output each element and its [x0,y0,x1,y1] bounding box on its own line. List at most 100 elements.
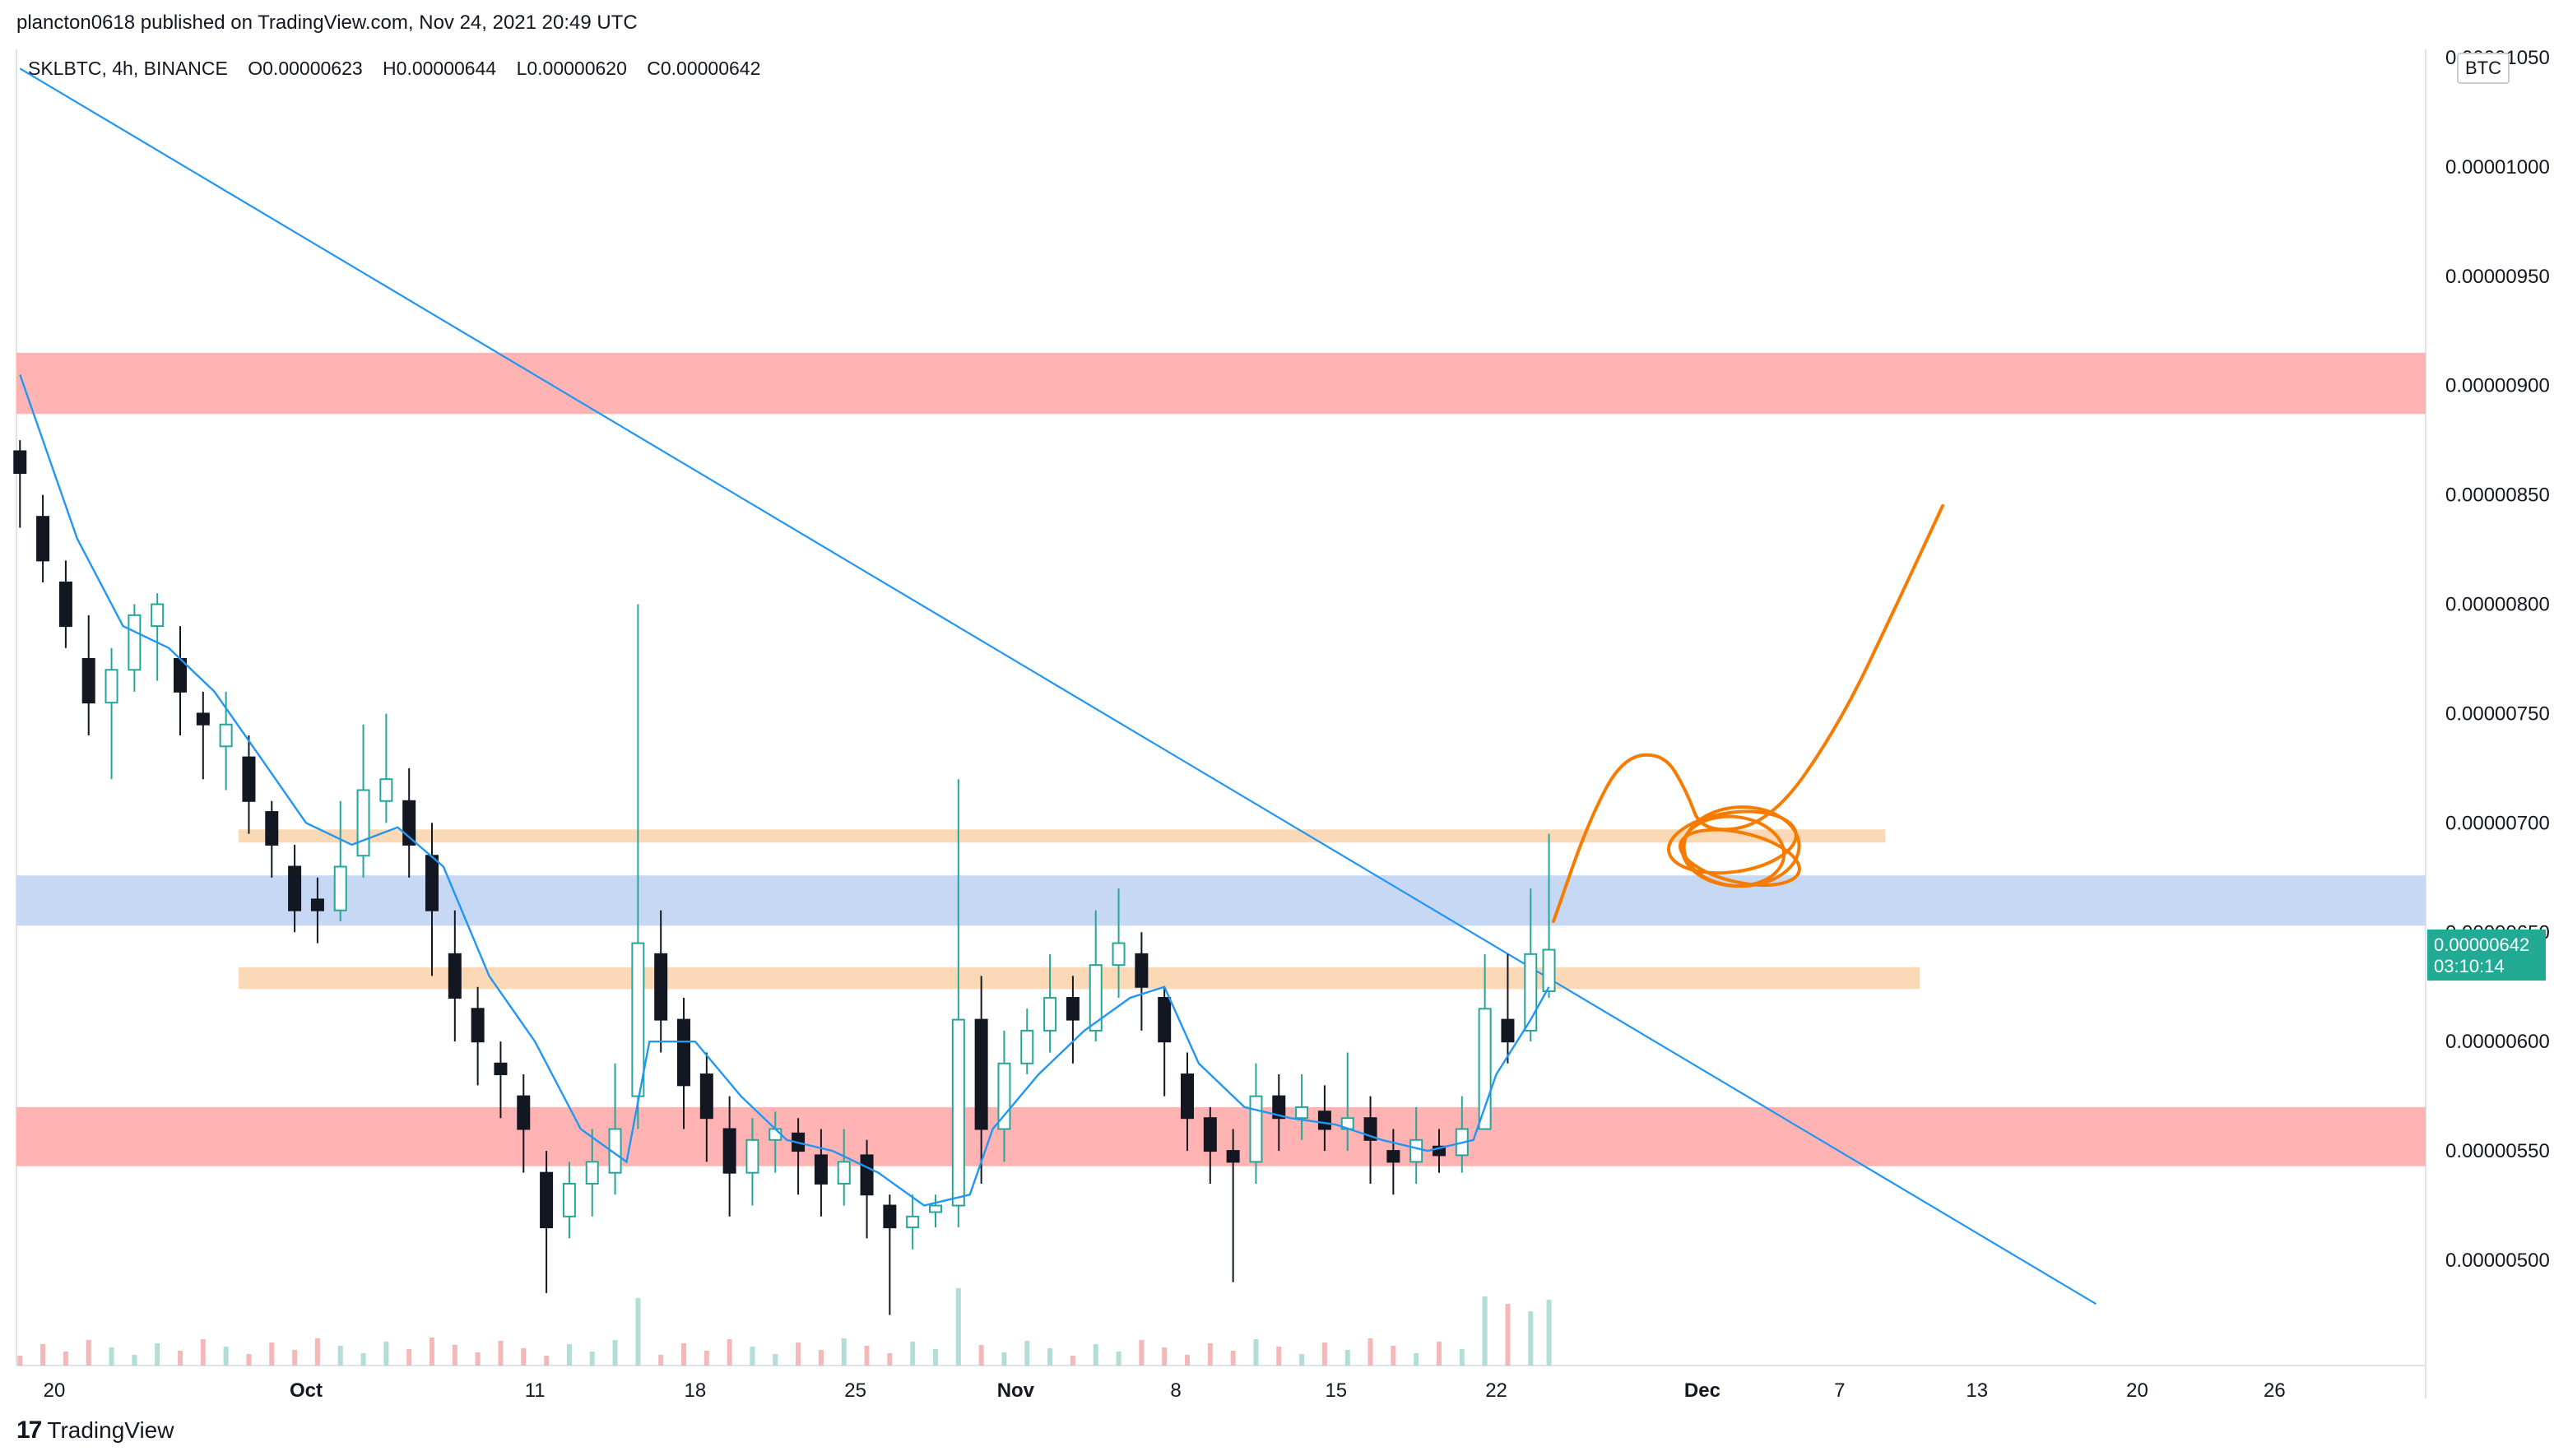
candle-body [677,1018,690,1087]
volume-bar [1482,1296,1488,1366]
volume-bar [383,1342,389,1366]
candle-body [883,1204,897,1229]
candles [13,440,1556,1315]
time-tick-label: 15 [1325,1379,1347,1402]
volume-bar [1093,1344,1098,1366]
price-tick-label: 0.00001000 [2445,156,2550,179]
price-tick-label: 0.00000700 [2445,812,2550,834]
target-loop-drawing [1680,814,1786,888]
candle-body [1158,997,1172,1043]
last-price-value: 0.00000642 [2434,934,2530,955]
candle-body [1112,942,1126,967]
volume-bar [475,1352,481,1366]
candle-body [699,1073,713,1120]
volume-bar [430,1338,434,1366]
volume-bar [841,1338,847,1366]
time-tick-label: Oct [290,1379,323,1402]
volume-bar [178,1351,183,1366]
candle-body [951,1018,965,1207]
candle-body [769,1128,782,1141]
symbol-label[interactable]: SKLBTC, 4h, BINANCE [28,58,228,79]
time-tick-label: 20 [44,1379,66,1402]
candle-body [654,953,668,1021]
volume-bar [1001,1352,1007,1366]
brand-name: TradingView [47,1417,174,1443]
price-tick-label: 0.00000500 [2445,1250,2550,1272]
candle-body [1524,953,1538,1032]
volume-bar [933,1349,938,1366]
volume-bar [1047,1348,1053,1366]
candle-body [1386,1150,1400,1163]
candle-body [974,1018,988,1130]
bar-countdown: 03:10:14 [2434,956,2505,976]
candle-body [425,855,439,911]
volume-bar [818,1350,824,1366]
volume-bar [1253,1339,1259,1366]
price-tick-label: 0.00000900 [2445,375,2550,397]
volume-bar [658,1355,664,1366]
low-value: L0.00000620 [516,58,627,79]
candle-body [128,614,142,671]
volume-bar [1230,1351,1236,1366]
price-tick-label: 0.00000850 [2445,485,2550,507]
volume-bar [727,1339,732,1366]
candle-body [517,1095,531,1130]
moving-average-line [19,374,1550,1207]
price-tick-label: 0.00000800 [2445,594,2550,616]
candle-body [448,953,462,999]
volume-bar [1276,1347,1282,1366]
resistance-zone-red [16,352,2426,415]
volume-bar [887,1353,893,1366]
candle-body [745,1138,759,1174]
candle-body [379,778,393,802]
candle-body [1043,997,1057,1032]
close-value: C0.00000642 [647,58,761,79]
time-tick-label: 20 [2126,1379,2148,1402]
volume-bar [292,1350,298,1366]
volume-bar [200,1339,206,1366]
volume-bar [17,1356,23,1366]
candle-body [151,603,165,628]
volume-bar [566,1344,572,1366]
candle-body [219,723,233,748]
volume-bar [773,1354,778,1366]
volume-bar [132,1355,137,1366]
candle-body [1501,1018,1515,1043]
candle-body [1295,1106,1309,1120]
time-tick-label: 26 [2264,1379,2286,1402]
candle-body [1409,1138,1423,1163]
currency-label[interactable]: BTC [2457,53,2510,84]
footer-brand[interactable]: 17 TradingView [16,1417,174,1444]
volume-bar [63,1352,68,1366]
forecast-drawing [1552,503,1944,923]
candle-body [1135,953,1149,988]
volume-bar [86,1340,91,1366]
time-tick-label: 18 [685,1379,707,1402]
volume-bar [223,1347,229,1366]
high-value: H0.00000644 [383,58,497,79]
candle-body [81,658,95,704]
volume-bar [155,1343,160,1366]
price-tick-label: 0.00000600 [2445,1031,2550,1053]
candle-body [13,450,27,475]
candle-body [814,1154,828,1185]
candle-body [58,581,72,628]
volume-bar [1546,1300,1552,1366]
volume-bar [635,1298,641,1366]
candle-body [242,756,256,802]
volume-bar [544,1356,550,1366]
volume-bar [1299,1354,1305,1366]
candle-body [265,811,279,846]
open-value: O0.00000623 [248,58,363,79]
candle-body [471,1008,485,1043]
tradingview-logo-icon: 17 [16,1417,42,1444]
volume-bar [521,1348,527,1366]
candle-body [333,865,347,911]
descending-trendline [19,67,2097,1305]
candle-body [1089,964,1103,1032]
zone-orange-upper [239,829,1886,843]
volume-bar [796,1342,801,1366]
time-tick-label: 7 [1834,1379,1845,1402]
candle-body [494,1062,508,1076]
